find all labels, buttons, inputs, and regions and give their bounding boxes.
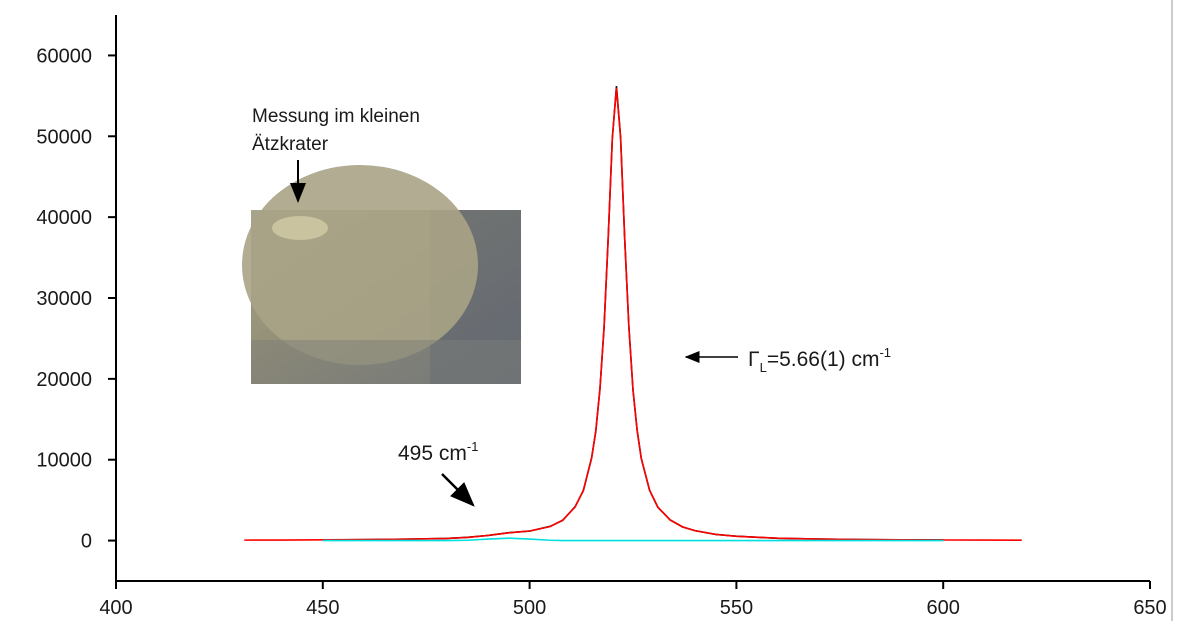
y-tick-label: 0 [81, 531, 92, 553]
x-tick-label: 550 [720, 597, 753, 619]
data-line [322, 537, 944, 542]
y-tick-label: 50000 [36, 126, 92, 148]
annotation-text: Γ [748, 348, 760, 371]
x-tick-label: 450 [306, 597, 339, 619]
annotation-sup: -1 [467, 439, 479, 454]
y-tick-label: 30000 [36, 288, 92, 310]
y-tick-label: 10000 [36, 450, 92, 472]
y-tick-label: 20000 [36, 369, 92, 391]
inset-label: Ätzkrater [252, 134, 329, 155]
data-line [244, 87, 1022, 541]
annotation-text: =5.66(1) cm [767, 348, 880, 371]
x-tick-label: 600 [927, 597, 960, 619]
annotation-text: 495 cm [398, 442, 467, 465]
annotation-sub: L [760, 360, 767, 375]
annotation: ΓL=5.66(1) cm-1 [748, 345, 891, 375]
y-tick-label: 40000 [36, 207, 92, 229]
annotation-sup: -1 [879, 345, 891, 360]
annotation: 495 cm-1 [398, 439, 478, 465]
x-tick-label: 650 [1133, 597, 1166, 619]
inset-label: Messung im kleinen [252, 106, 420, 127]
arrow [441, 473, 475, 507]
inset-photo [242, 165, 521, 384]
x-tick-label: 400 [99, 597, 132, 619]
x-tick-label: 500 [513, 597, 546, 619]
y-tick-label: 60000 [36, 45, 92, 67]
